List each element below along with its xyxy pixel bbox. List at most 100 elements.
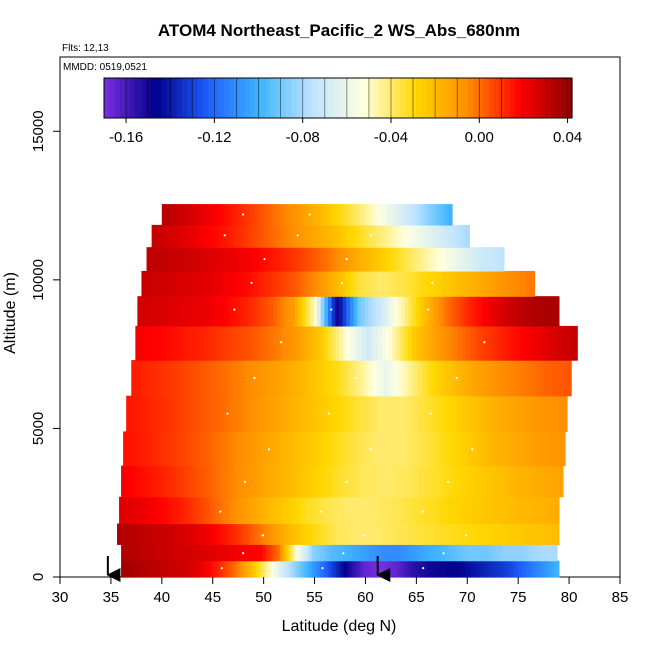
- heatmap-cell: [286, 247, 291, 272]
- heatmap-cell: [164, 465, 170, 498]
- heatmap-cell: [170, 270, 175, 297]
- heatmap-cell: [249, 431, 255, 467]
- heatmap-cell: [285, 465, 290, 498]
- heatmap-cell: [330, 560, 334, 578]
- heatmap-cell: [363, 395, 369, 432]
- heatmap-cell: [521, 395, 526, 432]
- heatmap-cell: [263, 523, 267, 545]
- heatmap-cell: [552, 465, 557, 498]
- heatmap-cell: [303, 360, 308, 397]
- heatmap-cell: [121, 465, 126, 498]
- heatmap-cell: [260, 204, 266, 226]
- heatmap-cell: [489, 465, 495, 498]
- heatmap-cell: [458, 325, 463, 361]
- heatmap-cell: [128, 465, 133, 498]
- heatmap-cell: [455, 395, 461, 432]
- heatmap-cell: [318, 465, 323, 498]
- heatmap-cell: [201, 544, 206, 562]
- heatmap-cell: [156, 523, 161, 545]
- y-tick-label: 0: [30, 573, 47, 581]
- heatmap-cell: [371, 496, 376, 525]
- heatmap-cell: [456, 360, 461, 397]
- heatmap-cell: [271, 496, 276, 525]
- heatmap-cell: [364, 360, 370, 397]
- data-point: [375, 213, 378, 216]
- heatmap-cell: [174, 560, 179, 578]
- heatmap-cell: [342, 325, 348, 361]
- heatmap-cell: [433, 360, 438, 397]
- heatmap-cell: [192, 360, 197, 397]
- heatmap-cell: [232, 523, 237, 545]
- data-point: [330, 308, 333, 311]
- heatmap-cell: [203, 360, 209, 397]
- heatmap-cell: [302, 544, 307, 562]
- heatmap-cell: [226, 523, 231, 545]
- heatmap-cell: [257, 496, 262, 525]
- heatmap-cell: [177, 296, 182, 327]
- heatmap-cell: [376, 360, 381, 397]
- heatmap-cell: [391, 360, 396, 397]
- heatmap-cell: [207, 560, 211, 578]
- heatmap-cell: [366, 544, 370, 562]
- heatmap-cell: [437, 496, 442, 525]
- colorbar-swatch: [130, 78, 136, 118]
- heatmap-cell: [253, 204, 258, 226]
- heatmap-cell: [368, 496, 373, 525]
- heatmap-cell: [390, 395, 396, 432]
- heatmap-cell: [294, 204, 299, 226]
- heatmap-cell: [467, 560, 471, 578]
- heatmap-cell: [168, 395, 173, 432]
- heatmap-cell: [238, 431, 243, 467]
- heatmap-cell: [246, 204, 251, 226]
- heatmap-cell: [481, 560, 485, 578]
- colorbar-swatch: [364, 78, 370, 118]
- heatmap-cell: [371, 247, 376, 272]
- heatmap-cell: [360, 523, 365, 545]
- heatmap-cell: [444, 247, 450, 272]
- heatmap-cell: [133, 395, 139, 432]
- heatmap-cell: [321, 395, 327, 432]
- heatmap-cell: [532, 560, 536, 578]
- heatmap-cell: [473, 270, 478, 297]
- heatmap-cell: [214, 395, 219, 432]
- heatmap-cell: [278, 523, 283, 545]
- heatmap-cell: [374, 247, 380, 272]
- heatmap-cell: [274, 544, 278, 562]
- heatmap-cell: [319, 204, 325, 226]
- colorbar-swatch: [317, 78, 323, 118]
- heatmap-cell: [471, 465, 476, 498]
- colorbar-swatch: [374, 78, 381, 118]
- heatmap-cell: [431, 465, 436, 498]
- heatmap-cell: [537, 465, 542, 498]
- heatmap-cell: [549, 523, 554, 545]
- heatmap-cell: [403, 496, 408, 525]
- heatmap-cell: [361, 270, 366, 297]
- heatmap-cell: [249, 247, 254, 272]
- heatmap-cell: [231, 560, 235, 578]
- heatmap-cell: [223, 431, 228, 467]
- heatmap-cell: [300, 544, 304, 562]
- heatmap-cell: [516, 523, 520, 545]
- heatmap-cell: [415, 247, 420, 272]
- heatmap-cell: [279, 247, 284, 272]
- colorbar-swatch: [322, 78, 329, 118]
- heatmap-cell: [561, 431, 566, 467]
- heatmap-cell: [213, 544, 217, 562]
- heatmap-cell: [413, 560, 418, 578]
- heatmap-cell: [455, 523, 459, 545]
- heatmap-cell: [549, 431, 555, 467]
- data-point: [296, 234, 299, 237]
- heatmap-cell: [393, 270, 399, 297]
- heatmap-cell: [375, 224, 381, 248]
- heatmap-cell: [288, 360, 293, 397]
- heatmap-cell: [406, 544, 411, 562]
- heatmap-cell: [470, 296, 476, 327]
- colorbar-swatch: [416, 78, 422, 118]
- heatmap-cell: [199, 431, 205, 467]
- data-point: [471, 448, 474, 451]
- heatmap-cell: [226, 224, 231, 248]
- heatmap-cell: [371, 204, 376, 226]
- heatmap-cell: [481, 296, 487, 327]
- heatmap-cell: [436, 395, 442, 432]
- heatmap-cell: [193, 544, 197, 562]
